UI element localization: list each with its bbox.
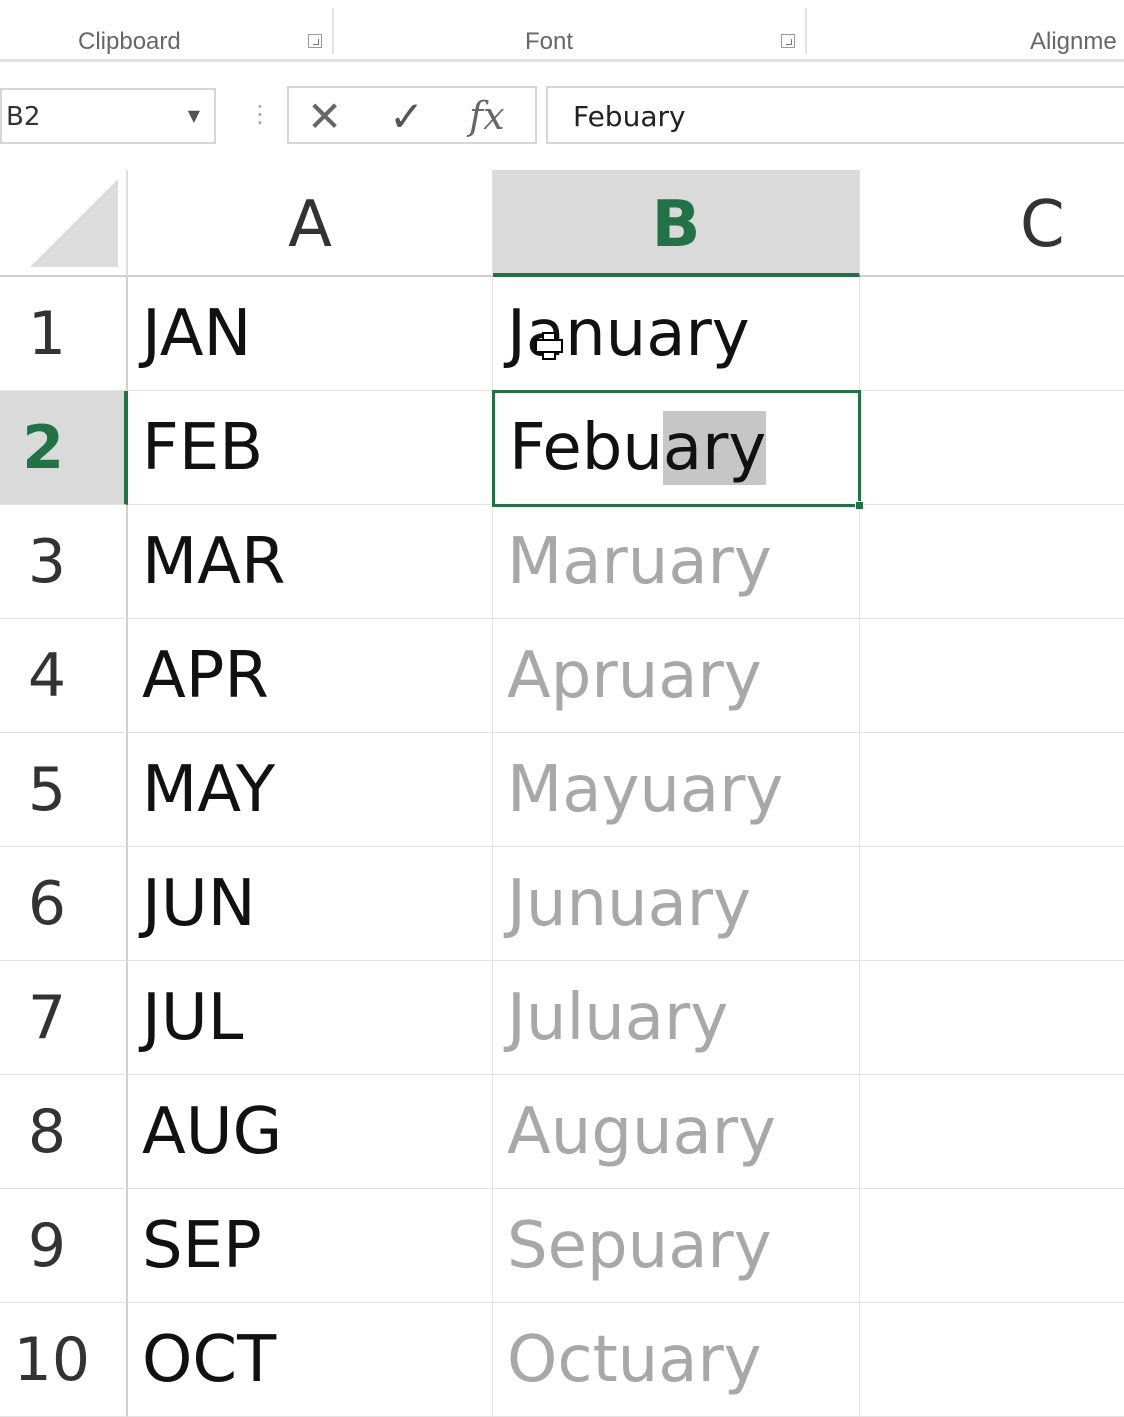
- group-divider: [805, 8, 807, 54]
- cell-a3[interactable]: MAR: [128, 505, 493, 619]
- enter-icon[interactable]: ✓: [389, 92, 425, 141]
- row-header-3[interactable]: 3: [0, 505, 128, 619]
- cell-c9[interactable]: [860, 1189, 1124, 1303]
- font-launcher-icon[interactable]: [781, 34, 795, 48]
- row-header-1[interactable]: 1: [0, 277, 128, 391]
- flash-fill-preview-cell[interactable]: Auguary: [493, 1075, 860, 1189]
- cell-cursor-icon: [535, 332, 563, 360]
- row-header-5[interactable]: 5: [0, 733, 128, 847]
- row-header-9[interactable]: 9: [0, 1189, 128, 1303]
- cell-a4[interactable]: APR: [128, 619, 493, 733]
- cell-a2[interactable]: FEB: [128, 391, 493, 505]
- insert-function-icon[interactable]: fx: [469, 94, 505, 138]
- typed-text: Febu: [509, 411, 663, 485]
- flash-fill-preview-cell[interactable]: Apruary: [493, 619, 860, 733]
- name-box[interactable]: B2 ▼: [0, 88, 216, 144]
- cell-c2[interactable]: [860, 391, 1124, 505]
- select-all-triangle-icon: [30, 179, 118, 267]
- formula-input[interactable]: Febuary: [546, 86, 1124, 144]
- cell-c5[interactable]: [860, 733, 1124, 847]
- row-header-2[interactable]: 2: [0, 391, 128, 505]
- cell-c1[interactable]: [860, 277, 1124, 391]
- cell-c3[interactable]: [860, 505, 1124, 619]
- cell-a1[interactable]: JAN: [128, 277, 493, 391]
- ribbon-group-clipboard: Clipboard: [78, 28, 181, 55]
- cell-a5[interactable]: MAY: [128, 733, 493, 847]
- chevron-down-icon[interactable]: ▼: [187, 106, 200, 125]
- cell-c7[interactable]: [860, 961, 1124, 1075]
- row-header-8[interactable]: 8: [0, 1075, 128, 1189]
- flash-fill-preview-cell[interactable]: Octuary: [493, 1303, 860, 1417]
- column-header-c[interactable]: C: [860, 170, 1124, 277]
- select-all-button[interactable]: [0, 170, 128, 277]
- row-header-7[interactable]: 7: [0, 961, 128, 1075]
- formula-buttons: ✕ ✓ fx: [287, 86, 537, 144]
- cell-c4[interactable]: [860, 619, 1124, 733]
- row-header-6[interactable]: 6: [0, 847, 128, 961]
- autocomplete-suggestion: ary: [662, 411, 767, 485]
- clipboard-launcher-icon[interactable]: [308, 34, 322, 48]
- resize-handle-icon[interactable]: ⋮: [248, 100, 272, 128]
- cell-a8[interactable]: AUG: [128, 1075, 493, 1189]
- row-header-4[interactable]: 4: [0, 619, 128, 733]
- cell-a9[interactable]: SEP: [128, 1189, 493, 1303]
- flash-fill-preview-cell[interactable]: Mayuary: [493, 733, 860, 847]
- name-box-value: B2: [6, 102, 41, 132]
- group-divider: [332, 8, 334, 54]
- cell-a6[interactable]: JUN: [128, 847, 493, 961]
- ribbon-group-font: Font: [525, 28, 574, 55]
- flash-fill-preview-cell[interactable]: Junuary: [493, 847, 860, 961]
- flash-fill-preview-cell[interactable]: Maruary: [493, 505, 860, 619]
- ribbon-group-alignment: Alignme: [1030, 28, 1117, 55]
- cell-a7[interactable]: JUL: [128, 961, 493, 1075]
- cell-c8[interactable]: [860, 1075, 1124, 1189]
- column-header-b[interactable]: B: [493, 170, 860, 277]
- flash-fill-preview-cell[interactable]: Sepuary: [493, 1189, 860, 1303]
- cell-a10[interactable]: OCT: [128, 1303, 493, 1417]
- cell-c6[interactable]: [860, 847, 1124, 961]
- ribbon: Clipboard Font Alignme: [0, 0, 1124, 62]
- cell-b2[interactable]: Febuary: [493, 391, 860, 505]
- cancel-icon[interactable]: ✕: [307, 92, 343, 141]
- row-header-10[interactable]: 10: [0, 1303, 128, 1417]
- cell-c10[interactable]: [860, 1303, 1124, 1417]
- column-header-a[interactable]: A: [128, 170, 493, 277]
- flash-fill-preview-cell[interactable]: Juluary: [493, 961, 860, 1075]
